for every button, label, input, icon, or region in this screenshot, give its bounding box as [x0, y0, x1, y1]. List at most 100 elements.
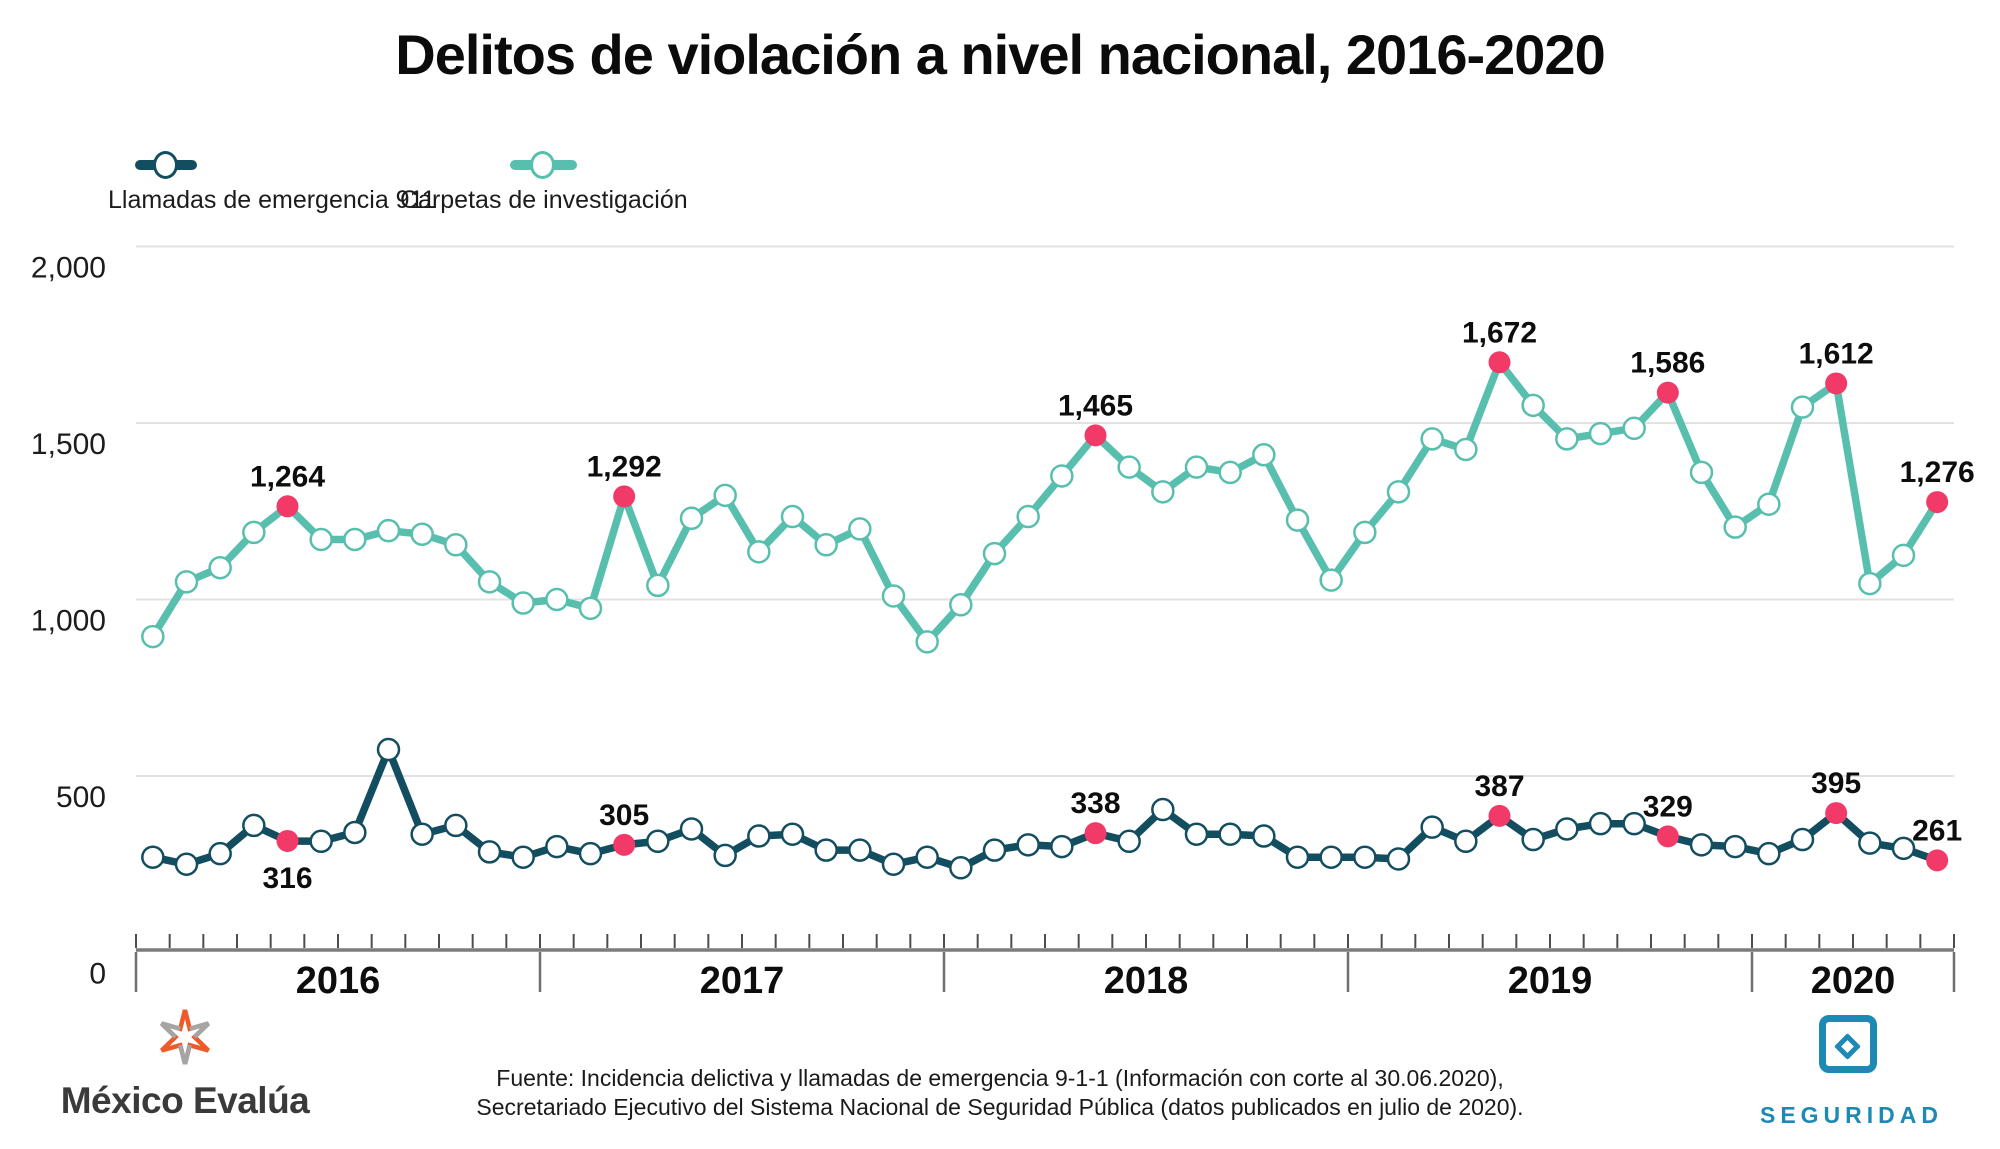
data-point	[1252, 443, 1276, 467]
data-point	[1252, 824, 1276, 848]
annotation-label: 261	[1912, 814, 1962, 847]
data-point	[1016, 833, 1040, 857]
data-point	[679, 817, 704, 841]
annotation-label: 1,276	[1900, 456, 1975, 489]
data-point	[1521, 827, 1545, 852]
source-line-1: Fuente: Incidencia delictiva y llamadas …	[496, 1065, 1504, 1091]
svg-text:1,000: 1,000	[31, 605, 106, 638]
data-point	[376, 518, 401, 543]
data-point	[174, 570, 199, 594]
data-point	[1218, 460, 1242, 485]
data-point	[141, 845, 165, 869]
svg-text:500: 500	[56, 781, 106, 814]
annotations: 1,264 1,292 1,465 1,672 1,586 1,612 1,276 316 30…	[250, 316, 1975, 895]
legend-marker-llamadas	[153, 151, 178, 179]
data-point	[343, 527, 367, 552]
year-label: 2019	[1508, 960, 1593, 1002]
highlight-dot	[1926, 849, 1949, 872]
data-point	[1689, 460, 1714, 485]
highlight-dot	[1488, 804, 1511, 827]
data-point	[1218, 822, 1242, 846]
data-point	[1757, 492, 1781, 516]
seguridad-wordmark: SEGURIDAD	[1759, 1102, 1943, 1128]
data-point	[1689, 833, 1714, 857]
data-point	[1117, 829, 1141, 854]
data-point	[1353, 520, 1377, 545]
data-point	[477, 840, 502, 864]
data-point	[1319, 845, 1343, 869]
data-point	[1151, 480, 1175, 504]
highlight-dot	[1825, 372, 1848, 395]
data-point	[511, 845, 535, 869]
series-llamadas	[141, 737, 1941, 880]
svg-text:2,000: 2,000	[31, 252, 106, 285]
highlight-dot	[1656, 825, 1679, 848]
annotation-label: 338	[1070, 787, 1120, 820]
data-point	[343, 820, 367, 845]
data-point	[1117, 455, 1141, 479]
year-label: 2016	[296, 960, 381, 1002]
data-point	[1757, 841, 1781, 866]
data-point	[242, 813, 266, 838]
data-point	[1285, 845, 1310, 869]
data-point	[309, 527, 333, 552]
y-axis-labels: 0 500 1,000 1,500 2,000	[31, 252, 106, 991]
data-point	[1622, 811, 1646, 836]
highlight-dot	[1084, 424, 1107, 447]
highlight-dot	[613, 485, 636, 508]
data-point	[646, 573, 670, 598]
data-point	[646, 829, 670, 854]
star-icon	[160, 1009, 210, 1065]
data-point	[1858, 831, 1882, 855]
data-point	[1858, 571, 1882, 596]
legend-label-llamadas: Llamadas de emergencia 911	[108, 186, 436, 214]
data-point	[1016, 504, 1040, 529]
x-axis-year-labels: 2016 2017 2018 2019 2020	[296, 960, 1896, 1002]
data-point	[679, 506, 704, 531]
data-point	[477, 570, 502, 594]
data-point	[747, 540, 771, 564]
highlight-dot	[613, 833, 636, 856]
data-point	[949, 856, 973, 880]
data-point	[141, 624, 165, 649]
annotation-label: 329	[1643, 790, 1693, 823]
data-point	[578, 841, 603, 866]
data-point	[881, 852, 906, 876]
data-point	[982, 838, 1007, 862]
annotation-label: 316	[262, 862, 312, 895]
series-carpetas	[141, 358, 1941, 654]
data-point	[1386, 480, 1411, 504]
data-point	[713, 483, 737, 508]
seguridad-icon	[1819, 1015, 1877, 1073]
data-point	[511, 591, 535, 615]
data-point	[915, 845, 939, 869]
data-point	[242, 520, 266, 545]
data-point	[208, 841, 232, 866]
data-point	[780, 822, 805, 846]
legend-label-carpetas: Carpetas de investigación	[400, 186, 688, 214]
annotation-label: 1,586	[1630, 347, 1705, 380]
data-point	[1723, 515, 1747, 539]
source-line-2: Secretariado Ejecutivo del Sistema Nacio…	[476, 1094, 1524, 1120]
annotation-label: 1,264	[250, 460, 325, 493]
svg-text:1,500: 1,500	[31, 428, 106, 461]
data-point	[208, 555, 232, 580]
data-point	[780, 504, 805, 529]
data-point	[1790, 395, 1815, 419]
data-point	[1555, 427, 1579, 451]
data-point	[578, 596, 603, 621]
mexico-evalua-logo: México Evalúa	[60, 1005, 310, 1122]
data-point	[444, 813, 468, 838]
data-point	[1151, 797, 1175, 822]
data-point	[1184, 455, 1209, 479]
mexico-evalua-wordmark: México Evalúa	[60, 1080, 310, 1121]
data-point	[1622, 416, 1646, 441]
highlight-dot	[1825, 802, 1848, 825]
data-point	[814, 533, 838, 557]
data-point	[848, 517, 872, 541]
svg-text:0: 0	[89, 958, 106, 991]
data-point	[1353, 845, 1377, 869]
highlight-dot	[276, 829, 299, 852]
data-point	[949, 593, 973, 617]
